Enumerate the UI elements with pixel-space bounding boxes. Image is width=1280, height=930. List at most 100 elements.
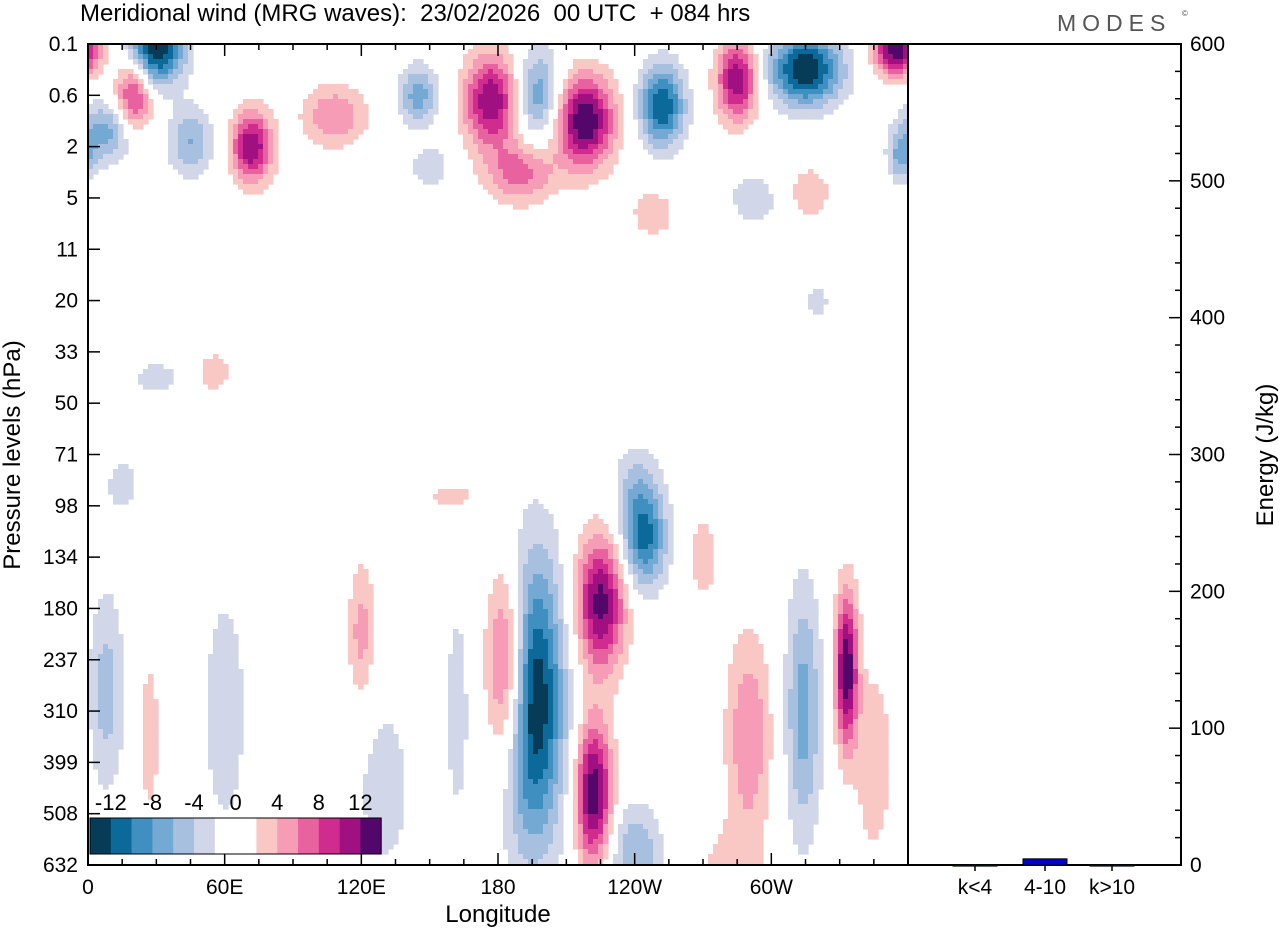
contour-cell bbox=[193, 114, 199, 120]
contour-cell bbox=[243, 129, 249, 135]
contour-cell bbox=[188, 59, 194, 65]
contour-cell bbox=[353, 129, 359, 135]
contour-cell bbox=[323, 114, 329, 120]
contour-cell bbox=[788, 49, 794, 55]
contour-cell bbox=[703, 539, 709, 545]
contour-cell bbox=[808, 624, 814, 630]
contour-cell bbox=[593, 104, 599, 110]
contour-cell bbox=[428, 174, 434, 180]
contour-cell bbox=[128, 94, 134, 100]
contour-cell bbox=[608, 109, 614, 115]
contour-cell bbox=[523, 554, 529, 560]
contour-cell bbox=[313, 109, 319, 115]
contour-cell bbox=[143, 119, 149, 125]
contour-cell bbox=[603, 664, 609, 670]
contour-cell bbox=[493, 179, 499, 185]
contour-cell bbox=[528, 579, 534, 585]
contour-cell bbox=[183, 159, 189, 165]
contour-cell bbox=[623, 549, 629, 555]
contour-cell bbox=[108, 709, 114, 715]
contour-cell bbox=[308, 134, 314, 140]
contour-cell bbox=[203, 159, 209, 165]
contour-cell bbox=[228, 149, 234, 155]
contour-cell bbox=[518, 734, 524, 740]
contour-cell bbox=[663, 89, 669, 95]
contour-cell bbox=[538, 599, 544, 605]
contour-cell bbox=[703, 559, 709, 565]
contour-cell bbox=[503, 644, 509, 650]
contour-cell bbox=[648, 544, 654, 550]
contour-cell bbox=[488, 104, 494, 110]
contour-cell bbox=[708, 84, 714, 90]
contour-cell bbox=[348, 649, 354, 655]
contour-cell bbox=[743, 634, 749, 640]
contour-cell bbox=[903, 69, 909, 75]
contour-cell bbox=[738, 699, 744, 705]
contour-cell bbox=[613, 559, 619, 565]
contour-cell bbox=[483, 134, 489, 140]
contour-cell bbox=[538, 99, 544, 105]
contour-cell bbox=[348, 609, 354, 615]
contour-cell bbox=[223, 734, 229, 740]
contour-cell bbox=[148, 684, 154, 690]
contour-cell bbox=[498, 639, 504, 645]
contour-cell bbox=[738, 59, 744, 65]
contour-cell bbox=[618, 524, 624, 530]
contour-cell bbox=[608, 114, 614, 120]
contour-cell bbox=[268, 154, 274, 160]
contour-cell bbox=[603, 679, 609, 685]
contour-cell bbox=[98, 624, 104, 630]
contour-cell bbox=[883, 49, 889, 55]
contour-cell bbox=[803, 99, 809, 105]
contour-cell bbox=[143, 114, 149, 120]
contour-cell bbox=[103, 644, 109, 650]
contour-cell bbox=[488, 44, 494, 50]
contour-cell bbox=[163, 84, 169, 90]
contour-cell bbox=[433, 494, 439, 500]
contour-cell bbox=[348, 99, 354, 105]
contour-cell bbox=[533, 734, 539, 740]
contour-cell bbox=[193, 154, 199, 160]
contour-cell bbox=[873, 694, 879, 700]
contour-cell bbox=[573, 169, 579, 175]
contour-cell bbox=[493, 44, 499, 50]
contour-cell bbox=[533, 84, 539, 90]
contour-cell bbox=[648, 479, 654, 485]
contour-cell bbox=[383, 729, 389, 735]
contour-cell bbox=[143, 109, 149, 115]
contour-cell bbox=[808, 659, 814, 665]
contour-cell bbox=[138, 99, 144, 105]
contour-cell bbox=[493, 169, 499, 175]
contour-cell bbox=[738, 109, 744, 115]
contour-cell bbox=[363, 649, 369, 655]
contour-cell bbox=[818, 89, 824, 95]
contour-cell bbox=[503, 184, 509, 190]
contour-cell bbox=[773, 94, 779, 100]
contour-cell bbox=[143, 104, 149, 110]
contour-cell bbox=[478, 154, 484, 160]
contour-cell bbox=[608, 594, 614, 600]
contour-cell bbox=[853, 704, 859, 710]
contour-cell bbox=[458, 639, 464, 645]
contour-cell bbox=[658, 109, 664, 115]
contour-cell bbox=[118, 499, 124, 505]
contour-cell bbox=[558, 639, 564, 645]
contour-cell bbox=[788, 44, 794, 50]
contour-cell bbox=[603, 139, 609, 145]
contour-cell bbox=[218, 729, 224, 735]
contour-cell bbox=[843, 579, 849, 585]
contour-cell bbox=[113, 474, 119, 480]
contour-cell bbox=[363, 674, 369, 680]
contour-cell bbox=[468, 104, 474, 110]
contour-cell bbox=[768, 59, 774, 65]
contour-cell bbox=[243, 164, 249, 170]
contour-cell bbox=[583, 604, 589, 610]
contour-cell bbox=[218, 644, 224, 650]
contour-cell bbox=[698, 534, 704, 540]
contour-cell bbox=[153, 374, 159, 380]
contour-cell bbox=[788, 729, 794, 735]
contour-cell bbox=[433, 154, 439, 160]
contour-cell bbox=[533, 549, 539, 555]
contour-cell bbox=[788, 114, 794, 120]
contour-cell bbox=[668, 79, 674, 85]
